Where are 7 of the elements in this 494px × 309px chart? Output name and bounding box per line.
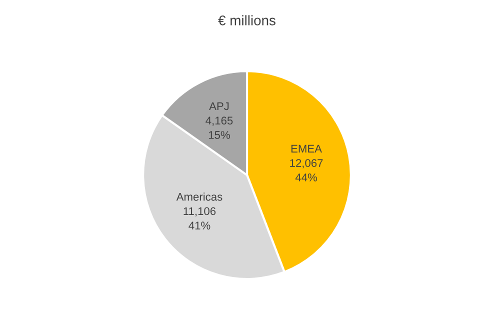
data-label: 4,165 15% <box>206 116 233 139</box>
slice-label: APJ <box>209 102 229 110</box>
data-label: 12,067 44% <box>290 159 323 182</box>
slice-label: EMEA <box>291 144 322 153</box>
data-label: 11,106 41% <box>184 207 216 230</box>
chart-title: € millions <box>218 15 276 26</box>
slice-label: Americas <box>176 192 222 201</box>
